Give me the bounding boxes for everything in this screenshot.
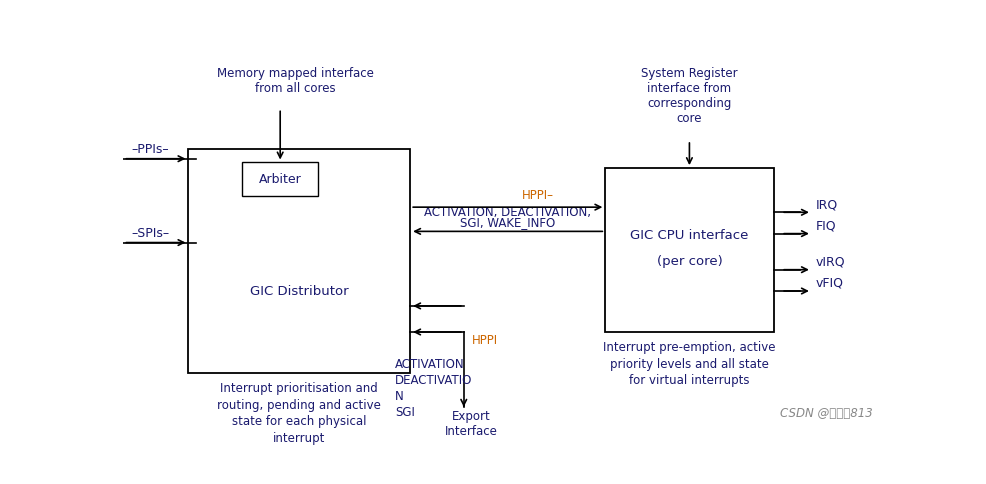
Text: Memory mapped interface
from all cores: Memory mapped interface from all cores [217,67,374,95]
Text: HPPI–: HPPI– [522,189,554,201]
Text: Export
Interface: Export Interface [445,410,497,439]
Text: Arbiter: Arbiter [258,173,302,186]
Text: GIC Distributor: GIC Distributor [249,285,348,298]
Bar [604,168,773,332]
Text: FIQ: FIQ [814,220,835,232]
Text: CSDN @贺赫赫813: CSDN @贺赫赫813 [780,407,873,420]
Text: GIC CPU interface: GIC CPU interface [630,228,747,242]
Text: ACTIVATION
DEACTIVATIO
N
SGI: ACTIVATION DEACTIVATIO N SGI [394,358,472,419]
Text: Interrupt pre-emption, active
priority levels and all state
for virtual interrup: Interrupt pre-emption, active priority l… [602,341,775,387]
Bar [188,150,410,373]
Text: SGI, WAKE_INFO: SGI, WAKE_INFO [459,216,555,229]
Text: IRQ: IRQ [814,198,837,211]
Text: vFIQ: vFIQ [814,277,843,290]
Text: –SPIs–: –SPIs– [131,227,169,240]
Text: ACTIVATION, DEACTIVATION,: ACTIVATION, DEACTIVATION, [424,207,591,219]
Text: vIRQ: vIRQ [814,256,844,269]
Bar [242,163,318,196]
Text: –PPIs–: –PPIs– [131,143,169,156]
Text: HPPI: HPPI [471,334,497,347]
Text: System Register
interface from
corresponding
core: System Register interface from correspon… [641,67,737,125]
Text: Interrupt prioritisation and
routing, pending and active
state for each physical: Interrupt prioritisation and routing, pe… [217,382,381,445]
Text: (per core): (per core) [656,255,722,268]
